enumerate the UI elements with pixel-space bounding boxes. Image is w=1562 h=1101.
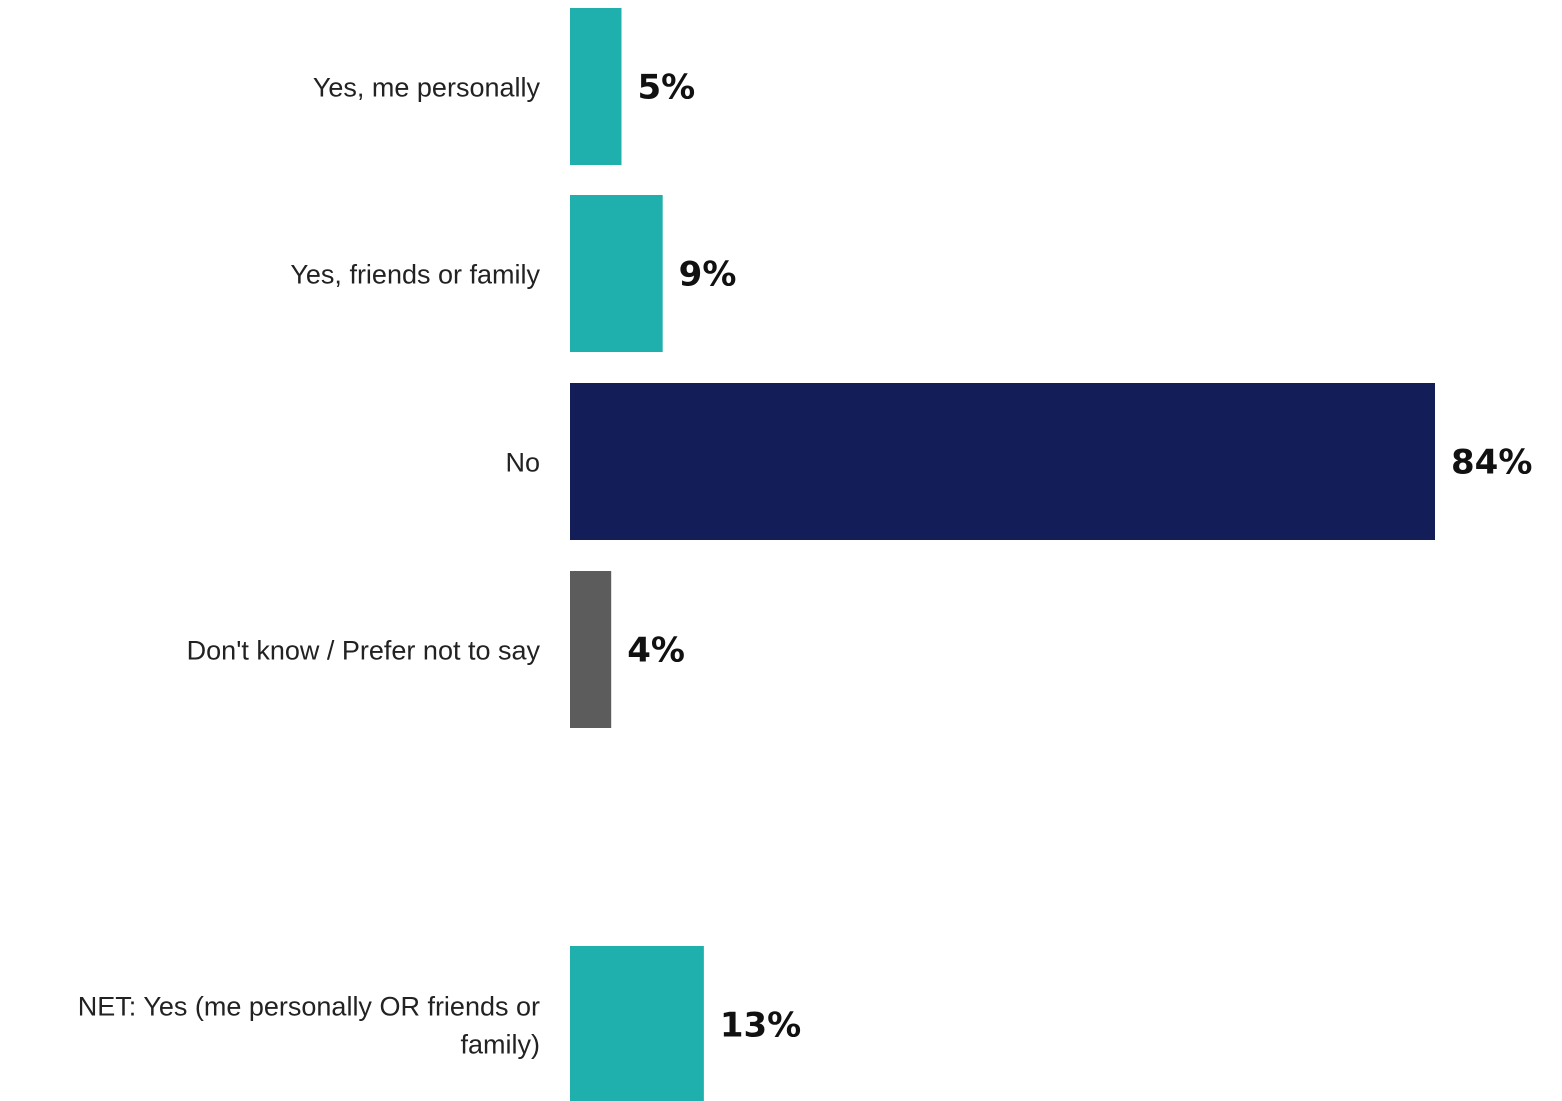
- bar-4: [570, 946, 704, 1101]
- bar-3: [570, 571, 612, 728]
- value-label-1: 9%: [679, 255, 737, 295]
- category-label-4: NET: Yes (me personally OR friends or fam…: [78, 992, 540, 1060]
- bar-1: [570, 195, 663, 352]
- value-label-2: 84%: [1451, 443, 1532, 483]
- value-label-3: 4%: [627, 631, 685, 671]
- value-label-4: 13%: [720, 1006, 801, 1046]
- value-label-0: 5%: [637, 68, 695, 108]
- category-label-0: Yes, me personally: [313, 73, 541, 103]
- category-label-3: Don't know / Prefer not to say: [187, 636, 541, 666]
- category-label-1: Yes, friends or family: [290, 260, 540, 290]
- category-label-2: No: [505, 448, 540, 478]
- bar-2: [570, 383, 1435, 540]
- bar-0: [570, 8, 622, 165]
